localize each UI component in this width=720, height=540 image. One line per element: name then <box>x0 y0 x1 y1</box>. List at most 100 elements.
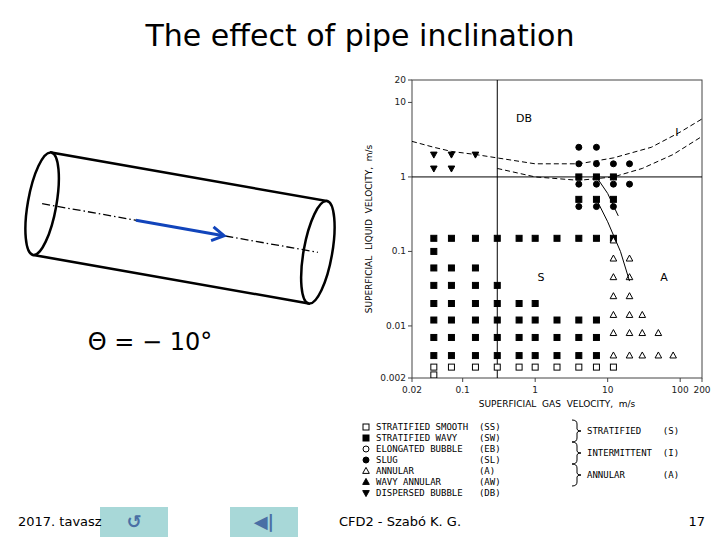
x-tick <box>607 378 608 382</box>
data-point <box>431 317 437 323</box>
y-tick <box>408 378 412 379</box>
data-point <box>593 353 599 359</box>
data-point <box>576 144 582 150</box>
data-point <box>593 317 599 323</box>
plot-frame <box>412 80 702 378</box>
flow-map: 0.020.11101002000.0020.010.111020SUPERFI… <box>364 75 711 409</box>
data-point <box>448 282 454 288</box>
legend-group-label: STRATIFIED (S) <box>587 426 679 436</box>
flow-arrow-head <box>211 227 225 243</box>
data-point <box>576 235 582 241</box>
footer-center: CFD2 - Szabó K. G. <box>339 514 461 529</box>
x-tick-label: 200 <box>693 385 710 395</box>
nav-button-icon: ◀| <box>254 511 274 532</box>
footer: ↺◀|2017. tavaszCFD2 - Szabó K. G.17 <box>18 507 705 537</box>
y-tick-label: 10 <box>395 97 407 107</box>
data-point <box>494 235 500 241</box>
data-point <box>532 353 538 359</box>
theta-label: Θ = − 10° <box>88 328 213 356</box>
legend-marker <box>363 457 369 463</box>
data-point <box>610 255 617 261</box>
legend-entry: ANNULAR (A) <box>376 466 501 476</box>
legend-group-label: INTERMITTENT (I) <box>587 448 679 458</box>
data-point <box>472 364 478 370</box>
data-point <box>639 352 646 358</box>
data-point <box>494 353 500 359</box>
data-point <box>593 334 599 340</box>
data-point <box>576 174 582 180</box>
data-point <box>516 364 522 370</box>
data-point <box>448 166 455 172</box>
data-point <box>516 301 522 307</box>
data-point <box>494 282 500 288</box>
data-point <box>554 334 560 340</box>
data-point <box>431 152 438 158</box>
legend-brace <box>572 464 581 486</box>
data-point <box>494 317 500 323</box>
data-point <box>610 330 617 336</box>
reference-line <box>497 80 498 378</box>
data-point <box>516 235 522 241</box>
legend: STRATIFIED SMOOTH (SS)STRATIFIED WAVY (S… <box>363 420 679 498</box>
data-point <box>576 181 582 187</box>
legend-marker <box>363 435 369 441</box>
data-point <box>626 311 633 317</box>
legend-marker <box>363 478 370 484</box>
data-point <box>516 317 522 323</box>
y-tick-label: 20 <box>395 75 407 85</box>
legend-entry: DISPERSED BUBBLE (DB) <box>376 488 501 498</box>
x-tick <box>462 378 463 382</box>
region-label: I <box>675 126 678 139</box>
data-point <box>431 301 437 307</box>
data-point <box>626 330 633 336</box>
data-point <box>610 364 616 370</box>
x-tick-label: 100 <box>672 385 689 395</box>
data-point <box>610 352 617 358</box>
data-point <box>554 364 560 370</box>
data-point <box>626 255 633 261</box>
data-point <box>576 317 582 323</box>
pipe-centerline <box>42 204 318 253</box>
legend-entry: STRATIFIED WAVY (SW) <box>376 433 501 443</box>
x-tick-label: 0.02 <box>402 385 422 395</box>
y-tick-label: 0.002 <box>380 373 406 383</box>
data-point <box>639 330 646 336</box>
legend-marker <box>363 467 370 473</box>
data-point <box>593 161 599 167</box>
data-point <box>627 181 633 187</box>
data-point <box>448 353 454 359</box>
data-point <box>448 364 454 370</box>
nav-button[interactable] <box>100 507 168 537</box>
data-point <box>576 364 582 370</box>
region-label: DB <box>516 112 532 125</box>
data-point <box>610 161 616 167</box>
data-point <box>593 181 599 187</box>
data-point <box>670 352 677 358</box>
y-tick <box>408 325 412 326</box>
data-point <box>655 352 662 358</box>
data-point <box>431 235 437 241</box>
data-point <box>448 265 454 271</box>
data-point <box>431 282 437 288</box>
data-point <box>472 265 478 271</box>
data-point <box>639 311 646 317</box>
y-tick-label: 0.1 <box>392 246 406 256</box>
y-tick <box>408 176 412 177</box>
data-point <box>576 353 582 359</box>
nav-button[interactable] <box>230 507 298 537</box>
legend-group-label: ANNULAR (A) <box>587 470 679 480</box>
data-point <box>593 144 599 150</box>
x-tick <box>702 378 703 382</box>
boundary-line <box>412 119 702 164</box>
data-point <box>576 334 582 340</box>
data-point <box>472 235 478 241</box>
x-tick <box>412 378 413 382</box>
data-point <box>448 317 454 323</box>
data-point <box>472 353 478 359</box>
data-point <box>532 364 538 370</box>
y-tick <box>408 251 412 252</box>
pipe-body <box>33 152 327 303</box>
plot-area <box>412 80 702 378</box>
legend-marker <box>363 446 369 452</box>
x-tick <box>680 378 681 382</box>
